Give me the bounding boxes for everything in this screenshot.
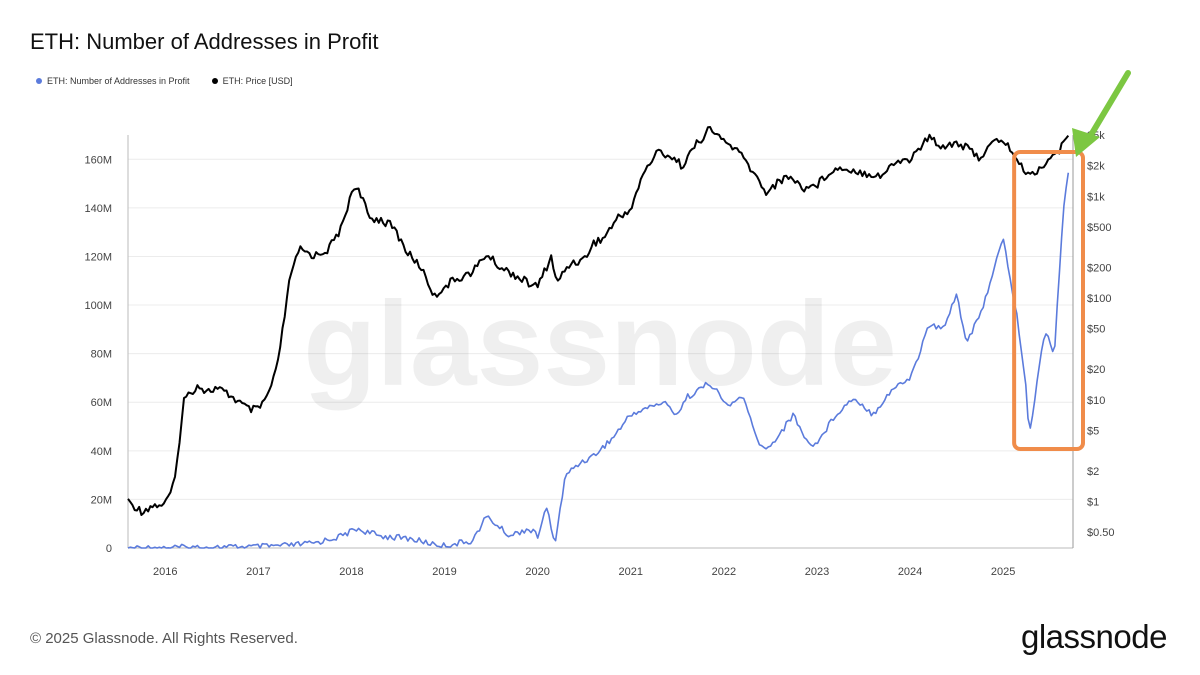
y-right-tick-label: $2k bbox=[1087, 161, 1105, 173]
x-tick-label: 2025 bbox=[991, 566, 1015, 578]
x-tick-label: 2023 bbox=[805, 566, 829, 578]
highlight-box bbox=[1012, 150, 1086, 451]
x-tick-label: 2017 bbox=[246, 566, 270, 578]
axes: 0 20M 40M 60M 80M 100M 120M 140M 160M 2016 2017 201… bbox=[84, 130, 1114, 578]
y-left-tick-label: 120M bbox=[84, 251, 112, 263]
series-line-price bbox=[127, 126, 1070, 516]
y-left-tick-label: 0 bbox=[106, 543, 112, 555]
y-right-tick-label: $20 bbox=[1087, 364, 1105, 376]
x-tick-label: 2016 bbox=[153, 566, 177, 578]
legend-item-price[interactable]: ETH: Price [USD] bbox=[211, 76, 293, 86]
y-right-tick-label: $0.50 bbox=[1087, 527, 1115, 539]
y-right-tick-label: $1 bbox=[1087, 497, 1099, 509]
legend-label-addresses: ETH: Number of Addresses in Profit bbox=[47, 76, 190, 86]
x-tick-label: 2024 bbox=[898, 566, 922, 578]
y-right-tick-label: $200 bbox=[1087, 262, 1111, 274]
series-line-addresses bbox=[127, 172, 1070, 549]
legend-dot-addresses bbox=[36, 78, 42, 84]
y-left-tick-label: 40M bbox=[91, 446, 112, 458]
y-left-tick-label: 100M bbox=[84, 300, 112, 312]
y-left-tick-label: 140M bbox=[84, 203, 112, 215]
y-right-tick-label: $1k bbox=[1087, 191, 1105, 203]
y-left-tick-label: 160M bbox=[84, 154, 112, 166]
green-arrow-shaft bbox=[1085, 70, 1131, 143]
y-right-tick-label: $500 bbox=[1087, 222, 1111, 234]
y-right-tick-label: $100 bbox=[1087, 293, 1111, 305]
copyright-text: © 2025 Glassnode. All Rights Reserved. bbox=[30, 630, 298, 647]
legend: ETH: Number of Addresses in Profit ETH: … bbox=[36, 76, 293, 86]
y-left-tick-label: 20M bbox=[91, 494, 112, 506]
green-arrow-head bbox=[1072, 128, 1100, 157]
series-group bbox=[127, 126, 1070, 549]
chart-title: ETH: Number of Addresses in Profit bbox=[30, 29, 379, 54]
x-tick-label: 2022 bbox=[712, 566, 736, 578]
watermark: glassnode bbox=[303, 277, 897, 411]
y-right-tick-label: $50 bbox=[1087, 324, 1105, 336]
y-right-tick-label: $2 bbox=[1087, 466, 1099, 478]
x-tick-label: 2019 bbox=[432, 566, 456, 578]
x-tick-label: 2020 bbox=[525, 566, 549, 578]
legend-label-price: ETH: Price [USD] bbox=[222, 76, 293, 86]
glassnode-logo: glassnode bbox=[1021, 618, 1167, 655]
legend-dot-price bbox=[211, 78, 218, 84]
legend-item-addresses[interactable]: ETH: Number of Addresses in Profit bbox=[36, 76, 190, 86]
y-right-tick-label: $10 bbox=[1087, 395, 1105, 407]
y-left-tick-label: 80M bbox=[91, 349, 112, 361]
x-tick-label: 2018 bbox=[339, 566, 363, 578]
y-left-tick-label: 60M bbox=[91, 397, 112, 409]
y-right-tick-label: $5 bbox=[1087, 425, 1099, 437]
x-tick-label: 2021 bbox=[619, 566, 643, 578]
annotations bbox=[1012, 70, 1131, 451]
